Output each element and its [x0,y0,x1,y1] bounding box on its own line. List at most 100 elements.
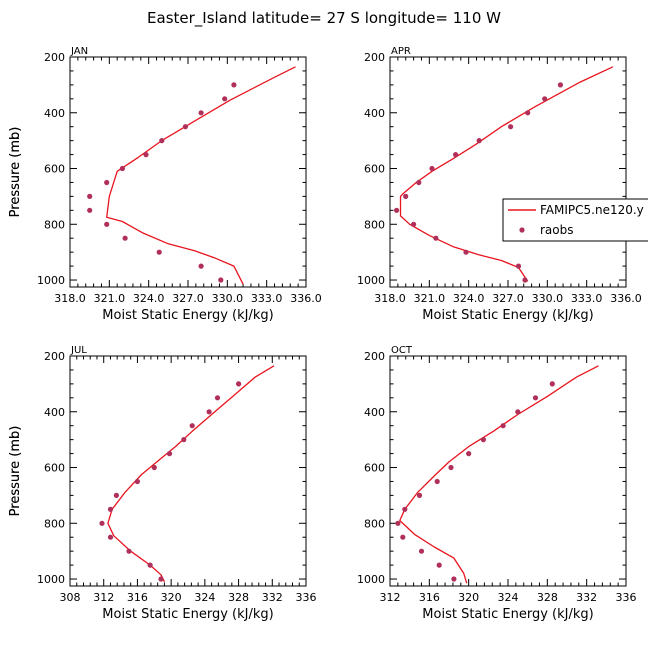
y-tick-label: 200 [364,51,385,64]
x-tick-label: 320 [458,591,479,604]
x-tick-label: 336 [296,591,317,604]
x-tick-label: 327.0 [172,292,204,305]
raobs-point [549,381,555,387]
x-tick-label: 318.0 [374,292,406,305]
plot-frame [389,56,627,288]
x-axis-label: Moist Static Energy (kJ/kg) [422,308,593,323]
raobs-point [402,506,408,512]
raobs-point [147,562,153,568]
raobs-point [104,221,110,227]
x-tick-label: 321.0 [414,292,446,305]
raobs-point [453,152,459,158]
legend: FAMIPC5.ne120.y raobs [502,198,648,242]
raobs-point [436,562,442,568]
y-tick-label: 1000 [37,274,65,287]
raobs-point [500,423,506,429]
raobs-point [198,110,204,116]
y-tick-label: 400 [364,406,385,419]
raobs-point [557,82,564,88]
legend-model-label: FAMIPC5.ne120.y [540,203,644,217]
plot-frame [69,355,307,587]
raobs-point [134,478,140,485]
model-line [399,365,599,584]
panel-label: OCT [391,345,413,356]
legend-box [502,198,648,242]
raobs-point [166,451,173,457]
model-line [399,66,614,282]
x-tick-label: 328 [228,591,249,604]
x-tick-label: 330.0 [212,292,244,305]
x-tick-label: 324 [498,591,519,604]
y-axis-label: Pressure (mb) [8,426,23,517]
y-tick-label: 400 [44,107,65,120]
x-tick-label: 333.0 [571,292,603,305]
raobs-point [122,235,128,241]
raobs-point [508,124,514,130]
x-tick-label: 328 [537,591,558,604]
raobs-point [434,478,440,485]
y-tick-label: 600 [44,163,65,176]
raobs-point [463,249,469,255]
legend-raobs-label: raobs [540,223,574,237]
raobs-point [206,409,212,415]
panel-label: JAN [70,46,88,57]
x-tick-label: 312 [93,591,114,604]
raobs-point [198,263,204,269]
raobs-point [403,193,409,199]
x-axis-label: Moist Static Energy (kJ/kg) [102,607,273,622]
y-tick-label: 800 [44,218,65,231]
raobs-point [143,152,149,158]
y-tick-label: 600 [44,462,65,475]
raobs-point [158,576,164,582]
raobs-point [515,409,521,415]
raobs-point [525,110,531,116]
x-tick-label: 308 [60,591,81,604]
y-tick-label: 400 [364,107,385,120]
raobs-point [159,138,165,144]
y-tick-label: 1000 [357,573,385,586]
y-axis-label: Pressure (mb) [8,426,23,517]
x-tick-label: 324.0 [133,292,165,305]
x-tick-label: 318.0 [54,292,86,305]
panel-label: JUL [70,345,87,356]
x-tick-label: 316 [419,591,440,604]
raobs-point [189,423,195,429]
raobs-point [222,96,228,102]
x-tick-label: 330.0 [532,292,564,305]
raobs-point [214,395,221,401]
raobs-point [87,207,93,213]
raobs-point [433,235,439,241]
raobs-point [451,576,457,582]
panel-label: APR [391,46,411,57]
plot-frame [389,355,627,587]
y-tick-label: 1000 [357,274,385,287]
raobs-point [466,451,472,457]
raobs-point [182,124,188,130]
raobs-point [181,437,187,443]
x-tick-label: 327.0 [492,292,524,305]
x-tick-label: 336.0 [610,292,642,305]
panel-apr: APR 318.0 321.0 324.0 327.0 330.0 333.0 336.0 20… [8,46,648,323]
model-line [106,66,296,285]
y-tick-label: 200 [364,350,385,363]
x-axis-label: Moist Static Energy (kJ/kg) [102,308,273,323]
y-tick-label: 800 [364,517,385,530]
plot-frame [69,56,307,288]
raobs-point [151,464,157,471]
model-line [107,365,275,583]
y-tick-label: 1000 [37,573,65,586]
raobs-point [400,534,406,540]
y-tick-label: 600 [364,462,385,475]
raobs-point [542,96,548,102]
raobs-point [416,492,423,498]
raobs-point [522,277,528,283]
raobs-point [99,520,105,526]
raobs-point [107,506,114,512]
raobs-point [411,221,417,227]
legend-raobs-swatch [519,227,525,233]
raobs-point [532,395,539,401]
raobs-point [218,277,224,283]
raobs-point [394,207,400,213]
x-tick-label: 321.0 [94,292,126,305]
raobs-point [418,548,425,554]
